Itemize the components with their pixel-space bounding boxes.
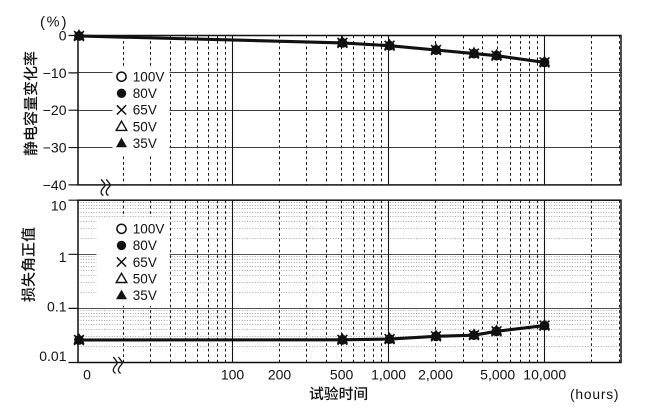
svg-text:10: 10 <box>51 198 67 214</box>
svg-text:2,000: 2,000 <box>418 367 453 383</box>
svg-text:): ) <box>62 14 67 31</box>
svg-text:−20: −20 <box>43 102 67 118</box>
svg-text:−40: −40 <box>43 177 67 193</box>
svg-text:0: 0 <box>59 28 67 44</box>
svg-text:5,000: 5,000 <box>480 367 515 383</box>
svg-text:1: 1 <box>59 249 67 265</box>
svg-text:0.1: 0.1 <box>47 299 67 315</box>
svg-text:−10: −10 <box>43 65 67 81</box>
svg-text:100: 100 <box>221 367 245 383</box>
svg-text:0.01: 0.01 <box>39 348 66 364</box>
svg-text:(hours): (hours) <box>570 387 619 402</box>
svg-text:(: ( <box>40 14 45 31</box>
svg-text:−30: −30 <box>43 140 67 156</box>
svg-text:500: 500 <box>330 367 354 383</box>
svg-text:200: 200 <box>268 367 292 383</box>
svg-text:%: % <box>47 15 60 31</box>
svg-text:0: 0 <box>83 367 91 383</box>
svg-text:1,000: 1,000 <box>371 367 406 383</box>
svg-text:10,000: 10,000 <box>523 367 566 383</box>
